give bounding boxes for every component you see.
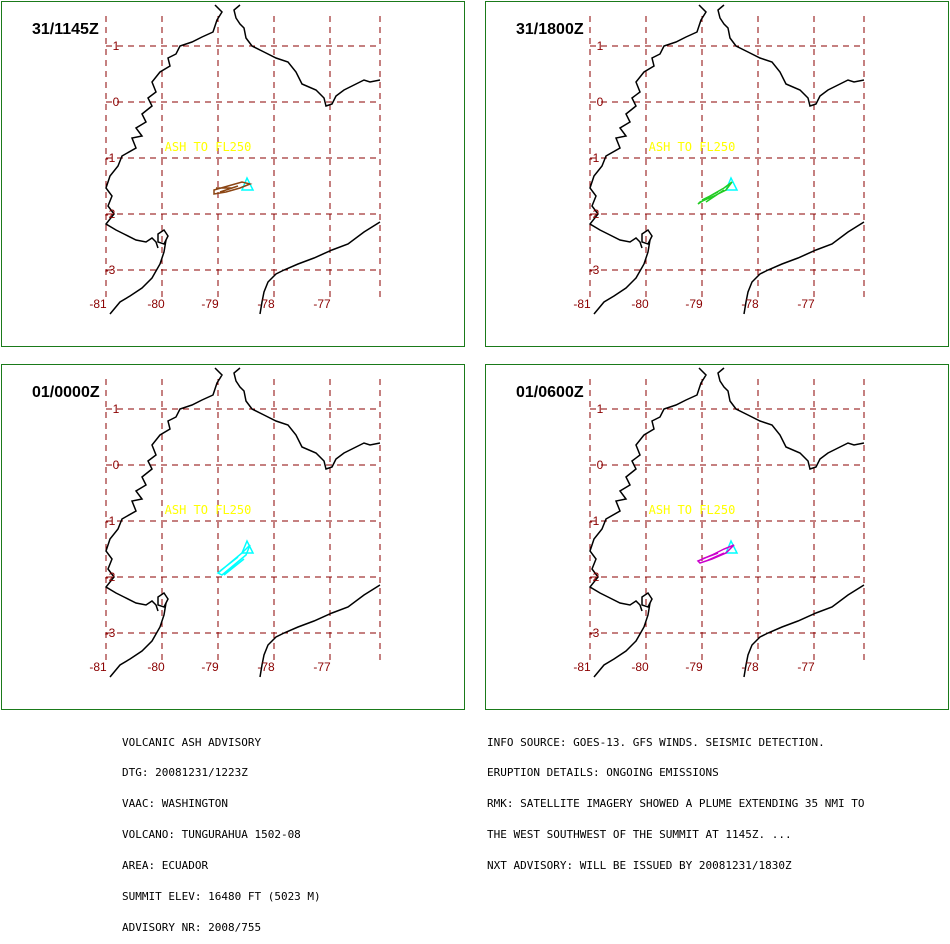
longitude-label: -78 <box>257 660 275 674</box>
longitude-label: -77 <box>797 297 815 311</box>
latitude-label: -1 <box>589 151 600 165</box>
coastline <box>588 367 707 612</box>
coastline <box>104 367 223 612</box>
advisory-line: RMK: SATELLITE IMAGERY SHOWED A PLUME EX… <box>487 797 865 811</box>
advisory-line: ERUPTION DETAILS: ONGOING EMISSIONS <box>487 766 719 780</box>
longitude-label: -79 <box>685 660 703 674</box>
latitude-label: 0 <box>113 458 120 472</box>
map-canvas: 1 0 -1 -2 -3 -81 -80 -79 -78 -77 ASH TO FL250 <box>89 4 381 315</box>
longitude-label: -78 <box>257 297 275 311</box>
country-border <box>717 367 865 470</box>
panel-time-label: 01/0000Z <box>32 384 100 401</box>
latitude-label: -3 <box>105 263 116 277</box>
latitude-label: 1 <box>597 39 604 53</box>
ash-plume <box>213 181 253 195</box>
longitude-label: -78 <box>741 297 759 311</box>
latitude-label: 1 <box>113 39 120 53</box>
advisory-line: AREA: ECUADOR <box>122 859 209 873</box>
latitude-label: -2 <box>589 570 600 584</box>
advisory-line: THE WEST SOUTHWEST OF THE SUMMIT AT 1145… <box>487 828 792 842</box>
ash-level-label: ASH TO FL250 <box>649 140 736 154</box>
longitude-label: -81 <box>89 297 107 311</box>
longitude-label: -81 <box>573 660 591 674</box>
longitude-label: -77 <box>313 297 331 311</box>
latitude-label: -2 <box>105 570 116 584</box>
coastline <box>109 239 167 315</box>
advisory-text-left: VOLCANIC ASH ADVISORY DTG: 20081231/1223… <box>122 717 321 944</box>
latitude-label: 1 <box>597 402 604 416</box>
latitude-label: -1 <box>589 514 600 528</box>
coastline <box>588 4 707 249</box>
coastline <box>593 239 651 315</box>
latitude-label: -1 <box>105 151 116 165</box>
forecast-panel-2: 1 0 -1 -2 -3 -81 -80 -79 -78 -77 ASH TO FL250 31/1… <box>485 1 949 347</box>
longitude-label: -79 <box>201 297 219 311</box>
map-canvas: 1 0 -1 -2 -3 -81 -80 -79 -78 -77 ASH TO FL250 <box>573 4 865 315</box>
panel-time-label: 31/1800Z <box>516 21 584 38</box>
longitude-label: -80 <box>147 297 165 311</box>
panel-time-label: 31/1145Z <box>32 21 99 38</box>
country-border <box>233 367 381 470</box>
longitude-label: -80 <box>631 660 649 674</box>
ash-level-label: ASH TO FL250 <box>165 503 252 517</box>
longitude-label: -80 <box>147 660 165 674</box>
island-outline <box>157 591 169 608</box>
ash-plume <box>696 544 735 564</box>
map-canvas: 1 0 -1 -2 -3 -81 -80 -79 -78 -77 ASH TO FL250 <box>89 367 381 678</box>
longitude-label: -79 <box>685 297 703 311</box>
island-outline <box>641 228 653 245</box>
longitude-label: -80 <box>631 297 649 311</box>
advisory-line: DTG: 20081231/1223Z <box>122 766 248 780</box>
forecast-panel-1: 1 0 -1 -2 -3 -81 -80 -79 -78 -77 ASH TO FL250 31/1… <box>1 1 465 347</box>
country-border <box>233 4 381 107</box>
longitude-label: -78 <box>741 660 759 674</box>
latitude-label: -3 <box>105 626 116 640</box>
country-border <box>743 584 865 678</box>
advisory-line: VAAC: WASHINGTON <box>122 797 228 811</box>
latitude-label: -1 <box>105 514 116 528</box>
country-border <box>743 221 865 315</box>
longitude-label: -77 <box>313 660 331 674</box>
forecast-panel-3: 1 0 -1 -2 -3 -81 -80 -79 -78 -77 ASH TO FL250 01/0… <box>1 364 465 710</box>
longitude-label: -81 <box>89 660 107 674</box>
longitude-label: -79 <box>201 660 219 674</box>
longitude-label: -81 <box>573 297 591 311</box>
advisory-text-right: INFO SOURCE: GOES-13. GFS WINDS. SEISMIC… <box>487 717 865 882</box>
advisory-line: ADVISORY NR: 2008/755 <box>122 920 262 934</box>
country-border <box>717 4 865 107</box>
ash-level-label: ASH TO FL250 <box>165 140 252 154</box>
country-border <box>259 584 381 678</box>
panel-time-label: 01/0600Z <box>516 384 584 401</box>
latitude-label: 0 <box>597 95 604 109</box>
latitude-label: -3 <box>589 263 600 277</box>
forecast-panel-4: 1 0 -1 -2 -3 -81 -80 -79 -78 -77 ASH TO FL250 01/0… <box>485 364 949 710</box>
latitude-label: -2 <box>105 207 116 221</box>
ash-level-label: ASH TO FL250 <box>649 503 736 517</box>
island-outline <box>157 228 169 245</box>
map-canvas: 1 0 -1 -2 -3 -81 -80 -79 -78 -77 ASH TO FL250 <box>573 367 865 678</box>
coastline <box>104 4 223 249</box>
advisory-line: INFO SOURCE: GOES-13. GFS WINDS. SEISMIC… <box>487 735 825 749</box>
advisory-line: NXT ADVISORY: WILL BE ISSUED BY 20081231… <box>487 859 792 873</box>
country-border <box>259 221 381 315</box>
latitude-label: -2 <box>589 207 600 221</box>
longitude-label: -77 <box>797 660 815 674</box>
ash-plume <box>216 544 251 576</box>
advisory-line: SUMMIT ELEV: 16480 FT (5023 M) <box>122 890 321 904</box>
advisory-line: VOLCANO: TUNGURAHUA 1502-08 <box>122 828 301 842</box>
coastline <box>593 602 651 678</box>
island-outline <box>641 591 653 608</box>
latitude-label: 1 <box>113 402 120 416</box>
coastline <box>109 602 167 678</box>
latitude-label: 0 <box>113 95 120 109</box>
advisory-line: VOLCANIC ASH ADVISORY <box>122 735 262 749</box>
ash-plume <box>697 181 733 205</box>
latitude-label: 0 <box>597 458 604 472</box>
latitude-label: -3 <box>589 626 600 640</box>
